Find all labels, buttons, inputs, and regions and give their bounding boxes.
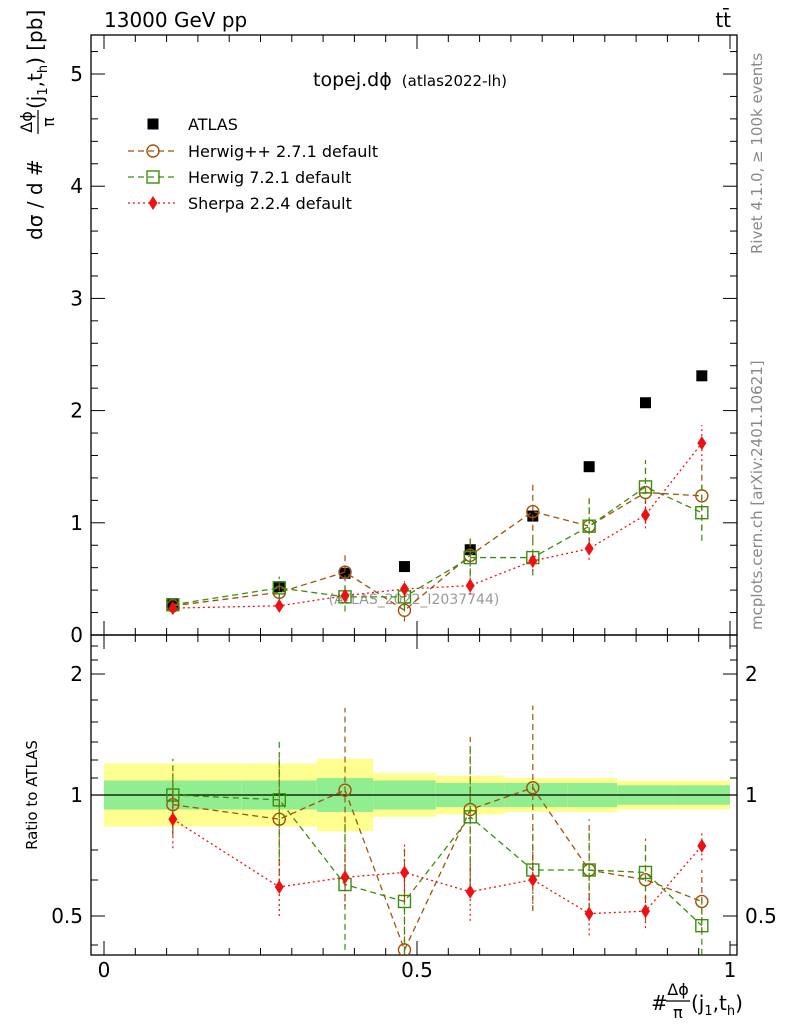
svg-text:π: π <box>673 1003 683 1022</box>
xlabel-end: ) <box>735 991 743 1015</box>
main-data-point <box>466 579 475 593</box>
ratio-x-tick-label: 0.5 <box>401 958 433 982</box>
legend-item: Herwig++ 2.7.1 default <box>128 142 378 161</box>
main-series-layer <box>167 370 708 621</box>
ylabel-sub2: h <box>36 65 51 73</box>
svg-text:π: π <box>39 117 58 127</box>
ratio-y-tick-label: 0.5 <box>51 904 83 928</box>
ratio-x-tick-label: 0 <box>98 958 111 982</box>
legend: ATLAS Herwig++ 2.7.1 default Herwig 7.2.1 … <box>128 115 378 213</box>
main-y-tick-label: 1 <box>70 511 83 535</box>
ratio-y-axis-label: Ratio to ATLAS <box>23 740 41 850</box>
main-data-point <box>275 599 284 613</box>
xlabel-sub1: 1 <box>704 1004 712 1019</box>
legend-label: Herwig++ 2.7.1 default <box>188 142 378 161</box>
main-series-line <box>173 443 702 608</box>
legend-label: Herwig 7.2.1 default <box>188 168 351 187</box>
ratio-series-layer <box>167 705 708 1022</box>
xlabel-post: (j <box>691 991 704 1015</box>
main-data-point <box>640 397 651 408</box>
legend-label: Sherpa 2.2.4 default <box>188 194 352 213</box>
legend-item: Herwig 7.2.1 default <box>128 168 351 187</box>
ratio-y-tick-label: 2 <box>70 662 83 686</box>
main-y-tick-label: 2 <box>70 399 83 423</box>
main-series-3 <box>168 425 706 615</box>
ylabel-sub1: 1 <box>36 87 51 95</box>
main-data-point <box>696 370 707 381</box>
main-axis-ticks: 0 1 2 3 4 5 <box>70 35 737 647</box>
chart-title: topej.dϕ (atlas2022-lh) <box>313 69 507 91</box>
svg-text:dσ / d #: dσ / d # <box>23 159 47 240</box>
main-y-tick-label: 4 <box>70 174 83 198</box>
ylabel-pre: dσ / d # <box>23 159 47 240</box>
ratio-data-point <box>585 907 594 921</box>
xlabel-frac-den: π <box>673 1003 683 1022</box>
ratio-data-point <box>400 865 409 879</box>
legend-item: Sherpa 2.2.4 default <box>128 194 352 213</box>
legend-label: ATLAS <box>188 115 238 134</box>
analysis-watermark: (ATLAS_2022_I2037744) <box>329 592 500 608</box>
legend-marker <box>149 196 158 210</box>
ratio-x-tick-label: 1 <box>724 958 737 982</box>
main-data-point <box>399 561 410 572</box>
rivet-version-label: Rivet 4.1.0, ≥ 100k events <box>748 53 766 254</box>
mcplots-reference-label: mcplots.cern.ch [arXiv:2401.10621] <box>748 360 766 630</box>
xlabel-pre: # <box>651 991 668 1015</box>
xlabel-sub2: h <box>727 1004 735 1019</box>
chart-title-main: topej.dϕ <box>313 69 392 91</box>
ylabel-frac-den: π <box>39 117 58 127</box>
main-y-tick-label: 5 <box>70 62 83 86</box>
svg-text:(j1,th): (j1,th) <box>691 991 743 1019</box>
x-axis-label: # Δϕ π (j1,th) <box>651 980 743 1022</box>
svg-text:(j1,th) [pb]: (j1,th) [pb] <box>23 10 51 109</box>
mcplots-figure: 13000 GeV pp tt̄ Rivet 4.1.0, ≥ 100k eve… <box>0 0 786 1024</box>
svg-text:Δϕ: Δϕ <box>667 980 689 999</box>
xlabel-frac-num: Δϕ <box>667 980 689 999</box>
ratio-data-point <box>275 880 284 894</box>
main-data-point <box>585 542 594 556</box>
legend-marker <box>148 119 159 130</box>
ratio-series-0 <box>167 705 708 1022</box>
chart-title-sub: (atlas2022-lh) <box>402 72 507 90</box>
main-panel: 0 1 2 3 4 5 topej.dϕ (atlas2022-lh) (ATLAS_20… <box>70 35 737 647</box>
legend-item: ATLAS <box>148 115 238 134</box>
ratio-data-point <box>641 904 650 918</box>
ratio-y-tick-label-right: 1 <box>745 783 758 807</box>
ratio-data-point <box>697 839 706 853</box>
main-series-2 <box>167 460 708 611</box>
ratio-data-point <box>466 885 475 899</box>
energy-label: 13000 GeV pp <box>104 8 247 32</box>
xlabel-comma: ,t <box>713 991 727 1015</box>
main-data-point <box>584 461 595 472</box>
ylabel-frac-num: Δϕ <box>17 111 36 133</box>
ylabel-post: (j <box>23 96 47 109</box>
main-y-tick-label: 0 <box>70 623 83 647</box>
ratio-data-point <box>341 870 350 884</box>
ratio-series-line <box>173 819 702 913</box>
ylabel-end: ) [pb] <box>23 10 47 65</box>
ratio-data-point <box>528 873 537 887</box>
ratio-y-tick-label-right: 2 <box>745 662 758 686</box>
ratio-y-tick-label: 1 <box>70 783 83 807</box>
ylabel-comma: ,t <box>23 73 47 87</box>
svg-text:#: # <box>651 991 668 1015</box>
main-series-0 <box>167 370 707 610</box>
main-data-point <box>528 554 537 568</box>
svg-text:Δϕ: Δϕ <box>17 111 36 133</box>
main-y-axis-label: dσ / d # Δϕ π (j1,th) [pb] <box>17 10 58 240</box>
ratio-panel: 0.5 0.5 1 1 2 2 0 0.5 1 <box>51 635 777 1022</box>
ratio-y-tick-label-right: 0.5 <box>745 904 777 928</box>
main-y-tick-label: 3 <box>70 286 83 310</box>
process-label: tt̄ <box>715 7 731 32</box>
main-data-point <box>697 436 706 450</box>
